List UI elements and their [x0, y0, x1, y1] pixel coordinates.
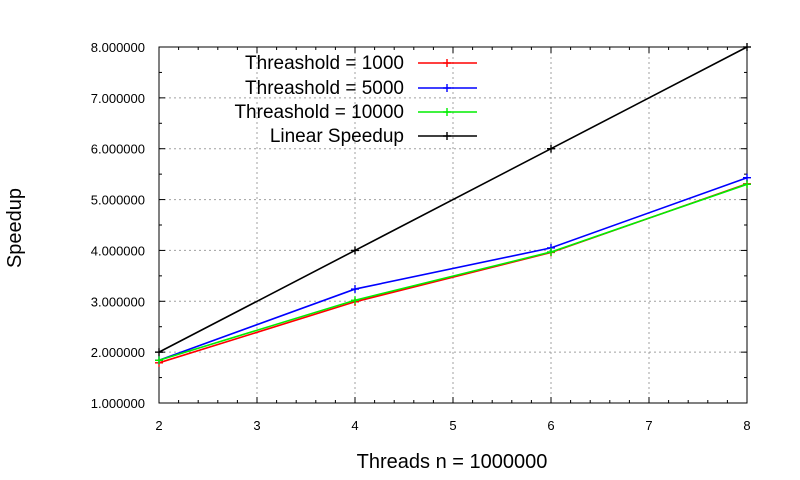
y-tick-label: 7.000000: [91, 91, 145, 106]
data-point-marker: [351, 296, 359, 305]
y-tick-label: 3.000000: [91, 294, 145, 309]
legend-label: Threashold = 1000: [245, 53, 404, 74]
axis-ticks: [158, 46, 748, 404]
y-axis-title: Speedup: [4, 188, 26, 268]
grid-lines: [159, 47, 747, 403]
legend-label: Linear Speedup: [270, 126, 404, 147]
legend-marker: [443, 108, 451, 116]
y-tick-label: 6.000000: [91, 142, 145, 157]
y-tick-label: 8.000000: [91, 40, 145, 55]
data-point-marker: [155, 348, 163, 357]
series-line-4: [158, 46, 748, 353]
legend-marker: [443, 132, 451, 140]
data-point-marker: [547, 144, 555, 153]
legend: Threashold = 1000 Threashold = 5000 Threas…: [234, 53, 477, 147]
y-tick-label: 5.000000: [91, 193, 145, 208]
x-axis-title: Threads n = 1000000: [357, 451, 548, 473]
data-point-marker: [351, 246, 359, 255]
legend-marker: [443, 59, 451, 67]
series-lines: [155, 43, 751, 367]
data-point-marker: [743, 43, 751, 51]
x-tick-label: 6: [547, 418, 554, 433]
x-tick-label: 3: [253, 418, 260, 433]
data-point-marker: [743, 180, 751, 189]
axis-tick-labels: 1.000000 2.000000 3.000000 4.000000 5.000000…: [91, 40, 751, 433]
x-tick-label: 2: [155, 418, 162, 433]
legend-label: Threashold = 5000: [245, 78, 404, 99]
y-tick-label: 4.000000: [91, 243, 145, 258]
x-tick-label: 7: [645, 418, 652, 433]
x-tick-label: 8: [743, 418, 750, 433]
y-tick-label: 2.000000: [91, 345, 145, 360]
y-tick-label: 1.000000: [91, 396, 145, 411]
series-line-2: [158, 176, 748, 362]
legend-marker: [443, 84, 451, 92]
x-tick-label: 5: [449, 418, 456, 433]
legend-label: Threashold = 10000: [234, 102, 404, 123]
data-point-marker: [155, 356, 163, 365]
data-point-marker: [547, 247, 555, 256]
plot-border: [158, 46, 748, 404]
series-line-3: [158, 183, 748, 362]
x-tick-label: 4: [351, 418, 358, 433]
data-point-marker: [351, 285, 359, 294]
